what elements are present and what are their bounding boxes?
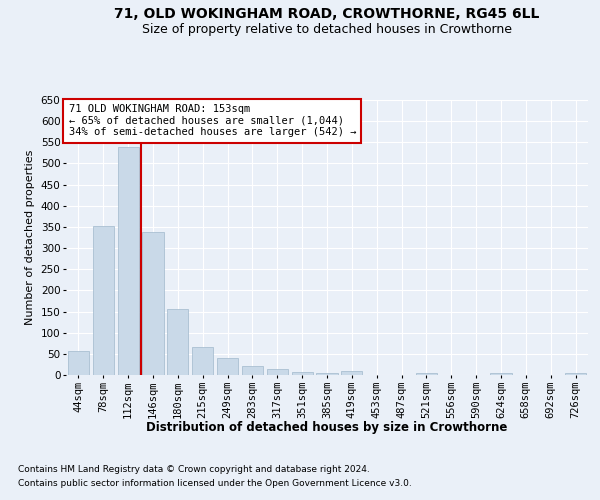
Bar bbox=[118, 146, 139, 375]
Bar bbox=[341, 371, 362, 375]
Bar bbox=[68, 351, 89, 375]
Bar bbox=[167, 310, 188, 375]
Bar bbox=[93, 226, 114, 375]
Y-axis label: Number of detached properties: Number of detached properties bbox=[25, 150, 35, 325]
Bar bbox=[565, 373, 586, 375]
Bar bbox=[192, 346, 213, 375]
Bar bbox=[416, 373, 437, 375]
Bar bbox=[242, 366, 263, 375]
Bar bbox=[490, 373, 512, 375]
Bar bbox=[142, 232, 164, 375]
Bar bbox=[267, 368, 288, 375]
Bar bbox=[316, 373, 338, 375]
Text: Size of property relative to detached houses in Crowthorne: Size of property relative to detached ho… bbox=[142, 22, 512, 36]
Bar bbox=[217, 358, 238, 375]
Text: Contains public sector information licensed under the Open Government Licence v3: Contains public sector information licen… bbox=[18, 480, 412, 488]
Text: 71, OLD WOKINGHAM ROAD, CROWTHORNE, RG45 6LL: 71, OLD WOKINGHAM ROAD, CROWTHORNE, RG45… bbox=[115, 8, 539, 22]
Text: Contains HM Land Registry data © Crown copyright and database right 2024.: Contains HM Land Registry data © Crown c… bbox=[18, 464, 370, 473]
Text: 71 OLD WOKINGHAM ROAD: 153sqm
← 65% of detached houses are smaller (1,044)
34% o: 71 OLD WOKINGHAM ROAD: 153sqm ← 65% of d… bbox=[68, 104, 356, 138]
Bar bbox=[292, 372, 313, 375]
Text: Distribution of detached houses by size in Crowthorne: Distribution of detached houses by size … bbox=[146, 421, 508, 434]
